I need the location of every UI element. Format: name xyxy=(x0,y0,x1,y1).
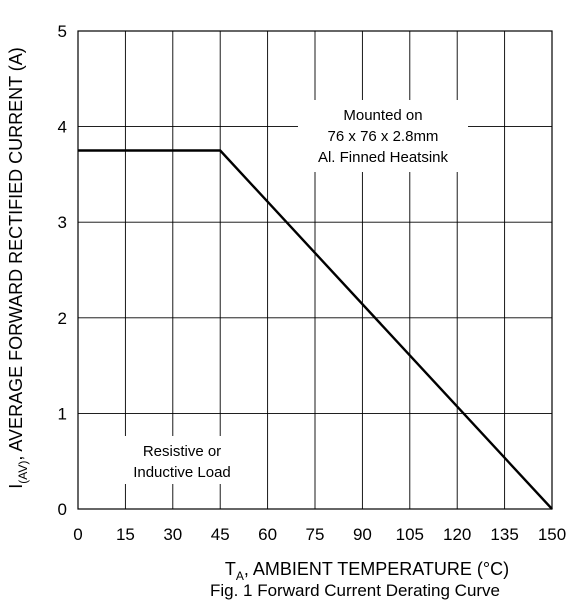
series-line-0 xyxy=(78,149,553,510)
annotation-heatsink-background xyxy=(298,100,468,172)
y-axis-label: I(AV), AVERAGE FORWARD RECTIFIED CURRENT… xyxy=(6,47,30,489)
y-tick-labels: 0 1 2 3 4 5 xyxy=(58,22,67,519)
y-tick-label-1: 1 xyxy=(58,404,67,423)
y-tick-label-0: 0 xyxy=(58,500,67,519)
x-axis-label-sub: A xyxy=(236,569,244,583)
plot-frame xyxy=(77,30,553,510)
x-axis-label-main: T xyxy=(225,559,236,579)
x-tick-label-9: 135 xyxy=(490,525,518,544)
x-tick-label-7: 105 xyxy=(396,525,424,544)
chart-title: Fig. 1 Forward Current Derating Curve xyxy=(210,581,500,600)
y-axis-label-main: I xyxy=(6,484,26,489)
y-tick-label-3: 3 xyxy=(58,213,67,232)
x-tick-labels: 0 15 30 45 60 75 90 105 120 135 150 xyxy=(73,525,566,544)
x-tick-label-1: 15 xyxy=(116,525,135,544)
series-layer xyxy=(78,149,553,510)
annotation-load-background xyxy=(122,436,242,484)
annotation-heatsink: Mounted on 76 x 76 x 2.8mm Al. Finned He… xyxy=(298,100,468,172)
annotation-load-line-1: Resistive or xyxy=(143,443,221,460)
x-tick-label-5: 75 xyxy=(306,525,325,544)
y-axis-label-rest: , AVERAGE FORWARD RECTIFIED CURRENT (A) xyxy=(6,47,26,460)
x-axis-label: TA, AMBIENT TEMPERATURE (°C) xyxy=(225,559,509,583)
x-axis-label-rest: , AMBIENT TEMPERATURE (°C) xyxy=(244,559,509,579)
annotation-load-line-2: Inductive Load xyxy=(133,464,231,481)
y-tick-label-2: 2 xyxy=(58,309,67,328)
y-axis-label-sub: (AV) xyxy=(16,461,30,484)
annotation-heatsink-line-3: Al. Finned Heatsink xyxy=(318,149,449,166)
x-tick-label-4: 60 xyxy=(258,525,277,544)
y-tick-label-5: 5 xyxy=(58,22,67,41)
x-tick-label-3: 45 xyxy=(211,525,230,544)
y-tick-label-4: 4 xyxy=(58,118,67,137)
x-tick-label-8: 120 xyxy=(443,525,471,544)
annotation-load: Resistive or Inductive Load xyxy=(122,436,242,484)
x-tick-label-2: 30 xyxy=(163,525,182,544)
x-tick-label-0: 0 xyxy=(73,525,82,544)
annotation-heatsink-line-2: 76 x 76 x 2.8mm xyxy=(328,128,439,145)
annotation-heatsink-line-1: Mounted on xyxy=(343,107,422,124)
x-tick-label-10: 150 xyxy=(538,525,566,544)
x-tick-label-6: 90 xyxy=(353,525,372,544)
